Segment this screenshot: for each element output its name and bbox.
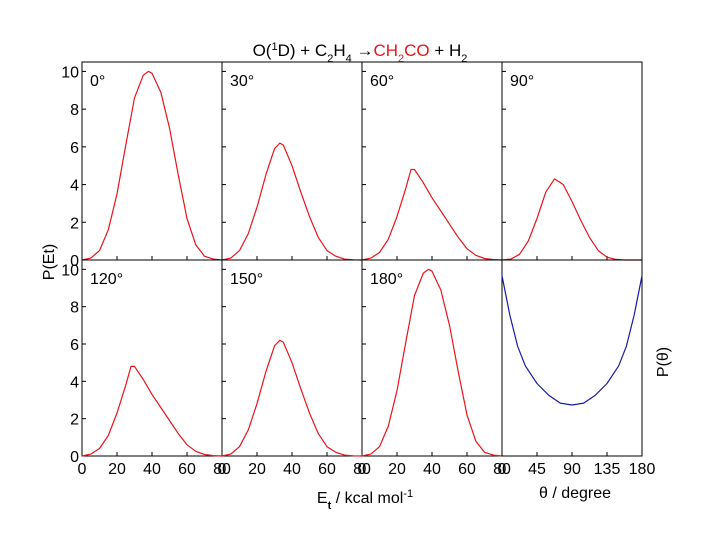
title-part-7: CH bbox=[373, 41, 398, 60]
series-line bbox=[361, 168, 503, 261]
panel-angle-label: 180° bbox=[370, 271, 403, 288]
title-part-8: 2 bbox=[398, 53, 404, 65]
x-tick-label: 40 bbox=[423, 461, 441, 478]
panel-frame bbox=[81, 259, 223, 457]
xlabel-sub: t bbox=[328, 500, 332, 512]
x-tick-label: 60 bbox=[458, 461, 476, 478]
x-tick-label: 0 bbox=[498, 461, 507, 478]
series-line bbox=[81, 70, 223, 261]
x-tick-label: 80 bbox=[493, 461, 511, 478]
panel-angular: 0 45 90 135 180 bbox=[498, 259, 656, 478]
y-tick-label: 0 bbox=[70, 449, 79, 466]
y-tick-label: 2 bbox=[70, 412, 79, 429]
angle-x-axis-label: θ / degree bbox=[539, 485, 611, 502]
y-tick-label: 6 bbox=[70, 140, 79, 157]
panel-90deg: 90° bbox=[501, 61, 643, 261]
panel-150deg: 0 20 40 60 80 150° bbox=[218, 259, 371, 478]
x-tick-label: 180 bbox=[629, 461, 656, 478]
y-tick-label: 10 bbox=[61, 64, 79, 81]
x-tick-label: 0 bbox=[218, 461, 227, 478]
y-tick-label: 8 bbox=[70, 300, 79, 317]
series-line bbox=[501, 178, 642, 261]
x-tick-label: 90 bbox=[563, 461, 581, 478]
x-tick-label: 40 bbox=[283, 461, 301, 478]
panel-angle-label: 30° bbox=[230, 73, 254, 90]
panel-frame bbox=[221, 61, 363, 261]
x-tick-label: 20 bbox=[388, 461, 406, 478]
title-part-6: → bbox=[352, 41, 374, 60]
panel-0deg: 0 2 4 6 8 10 0° bbox=[61, 61, 223, 270]
series-line bbox=[221, 142, 363, 261]
series-line bbox=[81, 365, 223, 457]
panel-angle-label: 0° bbox=[90, 73, 105, 90]
y-tick-label: 0 bbox=[70, 253, 79, 270]
series-line bbox=[361, 268, 503, 457]
x-tick-label: 80 bbox=[213, 461, 231, 478]
title-part-9: CO bbox=[404, 41, 430, 60]
x-tick-label: 40 bbox=[143, 461, 161, 478]
title-part-10: + H bbox=[430, 41, 462, 60]
x-tick-label: 60 bbox=[178, 461, 196, 478]
x-tick-label: 0 bbox=[78, 461, 87, 478]
panel-120deg: 0 2 4 6 8 10 0 20 40 60 80 120° bbox=[61, 259, 231, 478]
y-tick-label: 4 bbox=[70, 178, 79, 195]
y-tick-label: 8 bbox=[70, 102, 79, 119]
title-part-11: 2 bbox=[461, 53, 467, 65]
energy-x-axis-label: Et / kcal mol-1 bbox=[317, 488, 413, 512]
panel-angle-label: 150° bbox=[230, 271, 263, 288]
series-line bbox=[501, 275, 643, 406]
left-y-axis-label: P(Et) bbox=[41, 244, 58, 280]
panel-frame bbox=[501, 259, 643, 457]
x-tick-label: 20 bbox=[248, 461, 266, 478]
x-tick-label: 60 bbox=[318, 461, 336, 478]
x-tick-label: 20 bbox=[108, 461, 126, 478]
title-part-0: O( bbox=[253, 41, 272, 60]
title-part-5: 4 bbox=[346, 53, 352, 65]
chart-title: O(1D) + C2H4 →CH2CO + H2 bbox=[253, 41, 468, 65]
x-tick-label: 80 bbox=[353, 461, 371, 478]
panel-angle-label: 90° bbox=[510, 73, 534, 90]
x-tick-label: 0 bbox=[358, 461, 367, 478]
y-tick-label: 10 bbox=[61, 262, 79, 279]
panel-angle-label: 60° bbox=[370, 73, 394, 90]
x-tick-label: 45 bbox=[528, 461, 546, 478]
panel-angle-label: 120° bbox=[90, 271, 123, 288]
title-part-3: 2 bbox=[327, 53, 333, 65]
panel-frame bbox=[361, 61, 503, 261]
y-tick-label: 4 bbox=[70, 374, 79, 391]
x-tick-label: 135 bbox=[594, 461, 621, 478]
xlabel-sup: -1 bbox=[403, 488, 413, 500]
panel-60deg: 60° bbox=[361, 61, 503, 261]
panel-frame bbox=[221, 259, 363, 457]
xlabel-rest: / kcal mol bbox=[331, 490, 403, 507]
panel-180deg: 0 20 40 60 80 180° bbox=[358, 259, 511, 478]
y-tick-label: 6 bbox=[70, 337, 79, 354]
title-part-2: D) + C bbox=[278, 41, 328, 60]
right-y-axis-label: P(θ) bbox=[655, 347, 672, 377]
y-tick-label: 2 bbox=[70, 215, 79, 232]
panel-frame bbox=[81, 61, 223, 261]
xlabel-main: E bbox=[317, 490, 328, 507]
panel-frame bbox=[361, 259, 503, 457]
series-line bbox=[221, 339, 363, 457]
panel-frame bbox=[501, 61, 643, 261]
title-part-1: 1 bbox=[271, 41, 277, 53]
title-part-4: H bbox=[333, 41, 345, 60]
panel-30deg: 30° bbox=[221, 61, 363, 261]
